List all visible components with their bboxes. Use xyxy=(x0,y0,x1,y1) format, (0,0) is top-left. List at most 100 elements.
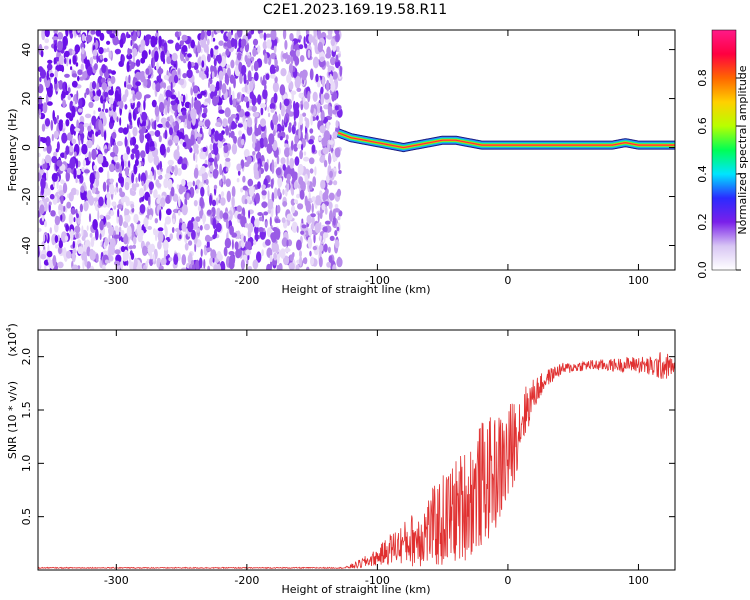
noise-blob xyxy=(288,125,292,133)
noise-blob xyxy=(169,233,173,240)
noise-blob xyxy=(268,112,271,118)
noise-blob xyxy=(332,264,337,270)
noise-blob xyxy=(192,85,199,94)
noise-blob xyxy=(253,239,257,245)
noise-blob xyxy=(236,104,242,113)
noise-blob xyxy=(84,92,87,99)
noise-blob xyxy=(253,169,258,178)
noise-blob xyxy=(129,254,132,265)
noise-blob xyxy=(49,201,52,206)
noise-blob xyxy=(296,193,301,199)
noise-blob xyxy=(333,208,341,213)
noise-blob xyxy=(270,178,274,189)
noise-blob xyxy=(54,235,59,243)
noise-blob xyxy=(228,86,232,98)
noise-blob xyxy=(100,77,106,84)
noise-blob xyxy=(108,163,115,173)
noise-blob xyxy=(204,223,210,231)
noise-blob xyxy=(195,188,199,194)
noise-blob xyxy=(124,81,127,88)
noise-blob xyxy=(147,151,154,164)
noise-blob xyxy=(254,123,257,133)
noise-blob xyxy=(43,147,47,152)
noise-blob xyxy=(267,198,274,210)
noise-blob xyxy=(280,248,286,259)
noise-blob xyxy=(126,225,132,238)
noise-blob xyxy=(270,73,276,79)
noise-blob xyxy=(103,57,108,63)
noise-blob xyxy=(322,76,325,88)
noise-blob xyxy=(235,119,238,124)
noise-blob xyxy=(57,261,64,269)
noise-blob xyxy=(141,111,148,122)
noise-blob xyxy=(297,163,304,176)
spectrum-y-tick-label: 0 xyxy=(20,144,33,151)
noise-blob xyxy=(310,213,316,218)
noise-blob xyxy=(182,73,188,79)
noise-blob xyxy=(41,30,46,41)
noise-blob xyxy=(167,159,174,166)
noise-blob xyxy=(243,120,248,131)
noise-blob xyxy=(41,137,47,144)
noise-blob xyxy=(102,100,105,111)
noise-blob xyxy=(65,224,70,232)
noise-blob xyxy=(116,140,123,147)
noise-blob xyxy=(126,61,130,73)
noise-blob xyxy=(247,178,254,187)
noise-blob xyxy=(107,250,112,263)
noise-blob xyxy=(212,218,217,230)
noise-blob xyxy=(323,159,328,168)
noise-blob xyxy=(42,102,48,114)
noise-blob xyxy=(63,205,66,212)
noise-blob xyxy=(209,165,214,173)
noise-blob xyxy=(115,163,120,170)
noise-blob xyxy=(65,119,70,127)
noise-blob xyxy=(261,249,264,257)
noise-blob xyxy=(201,60,205,68)
noise-blob xyxy=(108,50,112,59)
noise-blob xyxy=(159,143,166,156)
noise-blob xyxy=(319,248,322,258)
noise-blob xyxy=(139,204,146,214)
noise-blob xyxy=(51,156,58,164)
noise-blob xyxy=(286,155,289,167)
noise-blob xyxy=(153,189,156,198)
noise-blob xyxy=(92,49,98,57)
noise-blob xyxy=(163,239,169,251)
noise-blob xyxy=(134,183,140,188)
noise-blob xyxy=(70,207,76,215)
noise-blob xyxy=(219,78,223,90)
noise-blob xyxy=(44,77,51,89)
noise-blob xyxy=(95,228,99,241)
noise-blob xyxy=(64,235,69,242)
noise-blob xyxy=(62,99,66,108)
noise-blob xyxy=(319,56,325,62)
noise-blob xyxy=(266,39,272,49)
noise-blob xyxy=(213,156,218,168)
noise-blob xyxy=(195,152,198,163)
noise-blob xyxy=(236,30,243,38)
noise-blob xyxy=(106,183,109,193)
noise-blob xyxy=(95,253,99,263)
noise-blob xyxy=(208,157,215,163)
noise-blob xyxy=(248,246,252,251)
noise-blob xyxy=(159,209,162,221)
noise-blob xyxy=(117,203,123,210)
noise-blob xyxy=(239,73,243,85)
noise-blob xyxy=(155,82,161,93)
noise-blob xyxy=(176,145,180,152)
noise-blob xyxy=(242,175,246,183)
noise-blob xyxy=(54,77,58,85)
noise-blob xyxy=(110,136,113,145)
noise-blob xyxy=(71,73,78,78)
noise-blob xyxy=(251,105,258,113)
noise-blob xyxy=(229,254,236,266)
noise-blob xyxy=(298,127,301,140)
noise-blob xyxy=(283,255,290,266)
noise-blob xyxy=(181,204,188,216)
noise-blob xyxy=(294,134,299,145)
noise-blob xyxy=(195,69,200,74)
noise-blob xyxy=(126,31,129,39)
noise-blob xyxy=(274,58,278,67)
